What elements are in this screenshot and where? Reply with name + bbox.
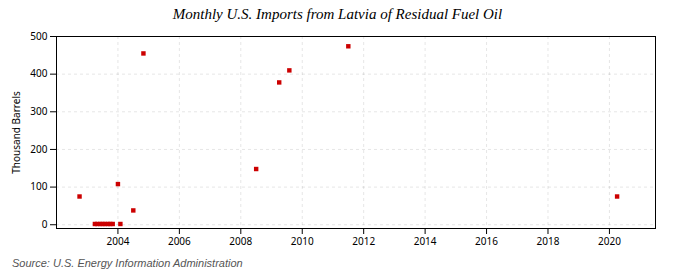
svg-text:2016: 2016 xyxy=(475,234,498,248)
svg-text:200: 200 xyxy=(30,142,47,156)
svg-text:500: 500 xyxy=(30,29,47,43)
svg-text:300: 300 xyxy=(30,104,47,118)
svg-text:2014: 2014 xyxy=(414,234,437,248)
svg-text:2018: 2018 xyxy=(537,234,560,248)
html-text:Source: U.S. Energy Informatio: Source: U.S. Energy Information Administ… xyxy=(12,257,243,269)
svg-text:2008: 2008 xyxy=(229,234,252,248)
svg-text:Thousand Barrels: Thousand Barrels xyxy=(9,91,23,174)
svg-text:2012: 2012 xyxy=(352,234,375,248)
svg-text:0: 0 xyxy=(42,217,48,231)
svg-text:100: 100 xyxy=(30,179,47,193)
svg-text:400: 400 xyxy=(30,66,47,80)
html-text:Monthly U.S. Imports from Latv: Monthly U.S. Imports from Latvia of Resi… xyxy=(172,6,503,22)
svg-text:2006: 2006 xyxy=(168,234,191,248)
svg-text:2010: 2010 xyxy=(291,234,314,248)
svg-text:2020: 2020 xyxy=(598,234,621,248)
svg-text:2004: 2004 xyxy=(106,234,129,248)
